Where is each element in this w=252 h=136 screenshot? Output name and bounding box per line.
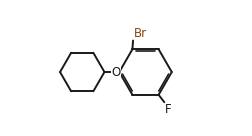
- Text: Br: Br: [134, 27, 147, 40]
- Text: O: O: [111, 66, 120, 78]
- Text: F: F: [165, 103, 172, 116]
